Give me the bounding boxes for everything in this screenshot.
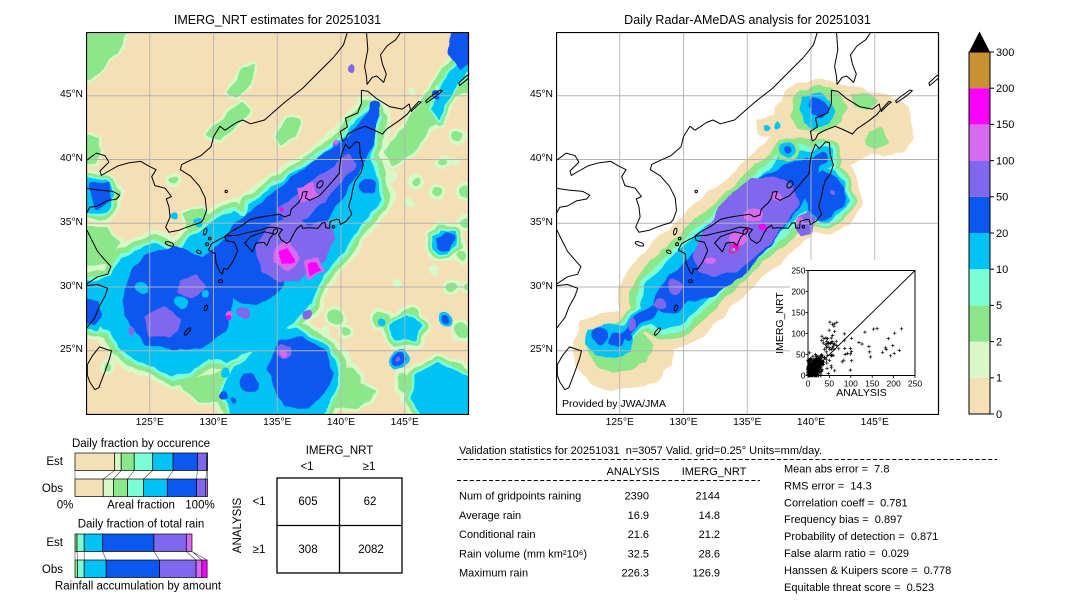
svg-text:150: 150 [791, 307, 805, 317]
svg-text:5: 5 [996, 300, 1002, 312]
svg-text:200: 200 [791, 286, 805, 296]
svg-text:2082: 2082 [358, 544, 384, 556]
svg-text:605: 605 [298, 496, 317, 508]
svg-text:Conditional rain: Conditional rain [459, 529, 535, 541]
svg-text:Mean abs error = 7.8: Mean abs error = 7.8 [784, 464, 889, 476]
svg-text:Equitable threat score = 0.52: Equitable threat score = 0.523 [784, 582, 934, 594]
svg-text:Probability of detection = 0.: Probability of detection = 0.871 [784, 531, 938, 543]
svg-text:21.2: 21.2 [699, 529, 720, 541]
svg-text:100: 100 [996, 155, 1014, 167]
svg-text:0: 0 [806, 378, 811, 388]
svg-text:Areal fraction: Areal fraction [107, 500, 175, 512]
svg-text:ANALYSIS: ANALYSIS [232, 497, 244, 553]
svg-text:250: 250 [791, 265, 805, 275]
svg-text:2390: 2390 [625, 491, 649, 503]
svg-text:IMERG_NRT: IMERG_NRT [306, 445, 374, 457]
svg-text:Rain volume (mm km²10⁶): Rain volume (mm km²10⁶) [459, 548, 587, 560]
svg-text:RMS error = 14.3: RMS error = 14.3 [784, 480, 872, 492]
svg-text:20: 20 [996, 228, 1008, 240]
svg-text:Correlation coeff = 0.781: Correlation coeff = 0.781 [784, 497, 908, 509]
svg-text:IMERG_NRT: IMERG_NRT [774, 291, 786, 353]
svg-text:250: 250 [908, 378, 922, 388]
svg-text:16.9: 16.9 [628, 510, 649, 522]
svg-text:126.9: 126.9 [692, 568, 720, 580]
svg-text:0%: 0% [57, 500, 74, 512]
svg-text:<1: <1 [300, 461, 313, 473]
svg-text:Num of gridpoints raining: Num of gridpoints raining [459, 491, 581, 503]
svg-text:Provided by JWA/JMA: Provided by JWA/JMA [562, 398, 666, 410]
svg-text:Frequency bias = 0.897: Frequency bias = 0.897 [784, 514, 902, 526]
svg-text:50: 50 [996, 192, 1008, 204]
svg-text:62: 62 [364, 496, 377, 508]
svg-text:300: 300 [996, 47, 1014, 59]
svg-text:150: 150 [996, 119, 1014, 131]
svg-text:Rainfall accumulation by amoun: Rainfall accumulation by amount [55, 581, 222, 593]
svg-text:Obs: Obs [42, 564, 63, 576]
svg-text:21.6: 21.6 [628, 529, 649, 541]
svg-text:False alarm ratio = 0.029: False alarm ratio = 0.029 [784, 548, 909, 560]
svg-text:Validation statistics for 2025: Validation statistics for 20251031 n=305… [459, 445, 822, 457]
svg-text:100: 100 [791, 328, 805, 338]
svg-text:150: 150 [865, 378, 879, 388]
svg-text:0: 0 [996, 409, 1002, 420]
svg-text:50: 50 [825, 378, 835, 388]
svg-text:≥1: ≥1 [253, 544, 266, 556]
svg-text:Obs: Obs [42, 483, 63, 495]
svg-text:Est: Est [46, 537, 63, 549]
svg-text:50: 50 [796, 349, 806, 359]
svg-text:Maximum rain: Maximum rain [459, 568, 528, 580]
svg-text:2144: 2144 [696, 491, 720, 503]
svg-text:1: 1 [996, 373, 1002, 385]
svg-text:100: 100 [844, 378, 858, 388]
svg-text:200: 200 [996, 83, 1014, 95]
svg-text:Daily fraction by occurence: Daily fraction by occurence [72, 438, 210, 450]
svg-text:IMERG_NRT: IMERG_NRT [682, 466, 747, 478]
svg-text:0: 0 [801, 370, 806, 380]
svg-text:100%: 100% [185, 500, 214, 512]
svg-text:Est: Est [46, 456, 63, 468]
svg-text:200: 200 [887, 378, 901, 388]
svg-text:10: 10 [996, 264, 1008, 276]
svg-text:ANALYSIS: ANALYSIS [607, 466, 660, 478]
svg-text:28.6: 28.6 [699, 548, 720, 560]
svg-text:14.8: 14.8 [699, 510, 720, 522]
svg-text:226.3: 226.3 [621, 568, 649, 580]
svg-text:ANALYSIS: ANALYSIS [836, 387, 887, 399]
svg-text:Average rain: Average rain [459, 510, 521, 522]
svg-text:Hanssen & Kuipers score = 0.7: Hanssen & Kuipers score = 0.778 [784, 565, 951, 577]
svg-text:2: 2 [996, 336, 1002, 348]
svg-text:Daily fraction of total rain: Daily fraction of total rain [78, 519, 205, 531]
svg-text:308: 308 [298, 544, 317, 556]
svg-text:<1: <1 [252, 496, 265, 508]
svg-text:32.5: 32.5 [628, 548, 649, 560]
svg-text:≥1: ≥1 [363, 461, 376, 473]
